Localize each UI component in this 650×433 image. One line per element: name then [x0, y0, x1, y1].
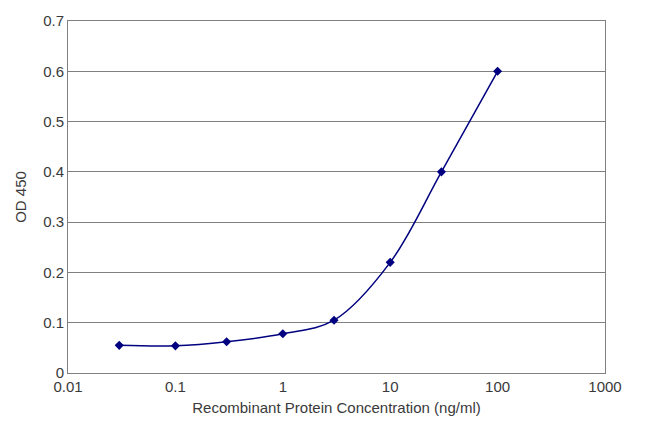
svg-text:0.7: 0.7: [43, 12, 64, 29]
svg-text:0.6: 0.6: [43, 63, 64, 80]
svg-text:0.2: 0.2: [43, 264, 64, 281]
svg-text:100: 100: [485, 378, 510, 395]
svg-text:OD 450: OD 450: [12, 171, 29, 223]
svg-text:0.01: 0.01: [53, 378, 82, 395]
svg-text:Recombinant Protein Concentrat: Recombinant Protein Concentration (ng/ml…: [192, 399, 480, 416]
svg-text:0.5: 0.5: [43, 113, 64, 130]
svg-text:10: 10: [382, 378, 399, 395]
svg-text:0.4: 0.4: [43, 163, 64, 180]
svg-text:0.3: 0.3: [43, 213, 64, 230]
svg-text:0.1: 0.1: [165, 378, 186, 395]
svg-text:1: 1: [279, 378, 287, 395]
svg-text:0.1: 0.1: [43, 314, 64, 331]
svg-text:0: 0: [56, 364, 64, 381]
svg-text:1000: 1000: [588, 378, 621, 395]
